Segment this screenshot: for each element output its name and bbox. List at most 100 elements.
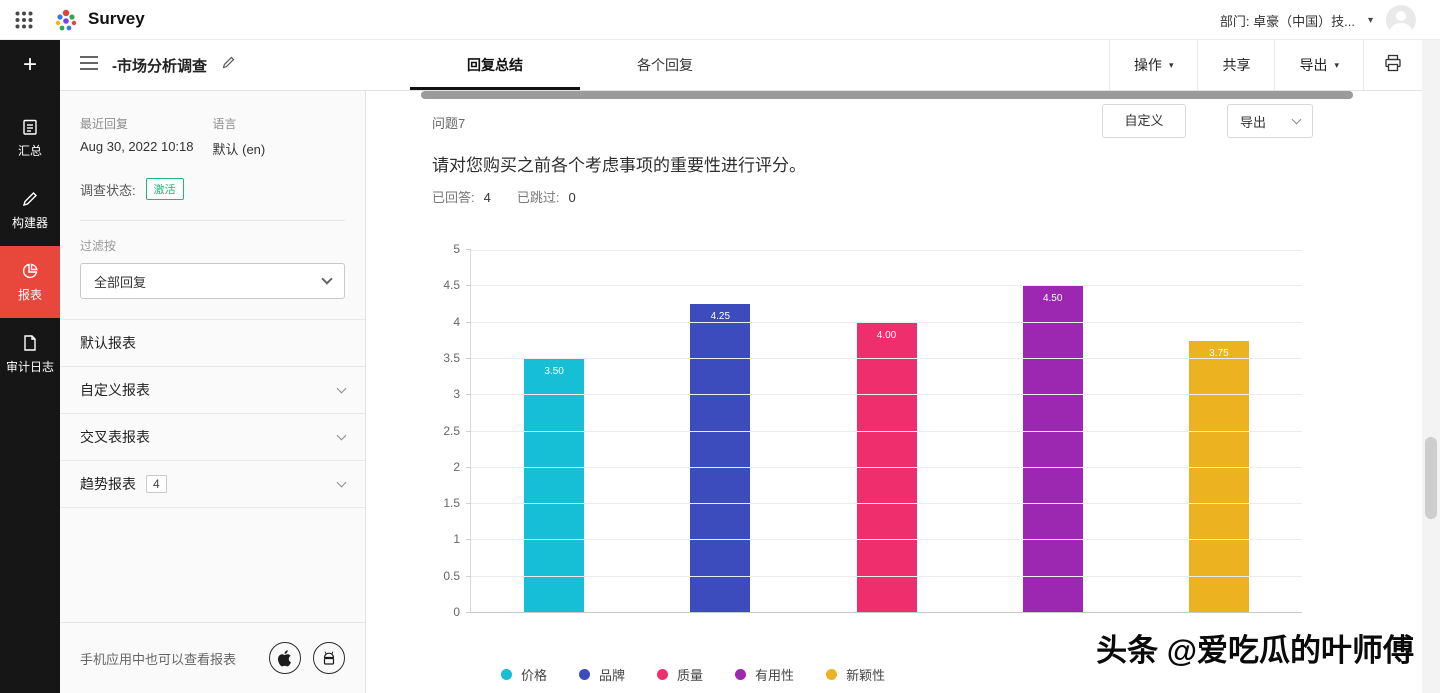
summary-report-content: 问题7 自定义 导出 请对您购买之前各个考虑事项的重要性进行评分。 已回答: 4 已… — [367, 91, 1422, 693]
y-tick-label: 1 — [453, 532, 460, 547]
legend-item-有用性[interactable]: 有用性 — [735, 665, 794, 684]
sidebar-item-summary[interactable]: 汇总 — [0, 102, 60, 174]
app-launcher-icon[interactable] — [15, 11, 33, 29]
chart-plot: 3.50 4.25 4.00 4.50 3.75 — [466, 249, 1302, 613]
question-export-select[interactable]: 导出 — [1227, 104, 1313, 138]
chart-bars: 3.50 4.25 4.00 4.50 3.75 — [471, 250, 1302, 613]
language-value: 默认 (en) — [212, 142, 266, 157]
edit-title-icon[interactable] — [221, 55, 236, 75]
tab-individual-responses[interactable]: 各个回复 — [637, 57, 693, 73]
status-badge: 激活 — [145, 178, 184, 200]
survey-toolbar: -市场分析调查 回复总结 各个回复 操作 ▾ 共享 导出 ▾ — [60, 40, 1422, 91]
gridline — [471, 321, 1302, 323]
y-tick-label: 3.5 — [443, 350, 460, 365]
axis-tick — [466, 321, 471, 323]
gridline — [471, 466, 1302, 468]
legend-label: 质量 — [677, 668, 704, 683]
legend-dot — [657, 669, 669, 680]
bar-slot: 4.25 — [637, 250, 803, 613]
legend-label: 新颖性 — [846, 668, 886, 683]
y-tick-label: 1.5 — [443, 496, 460, 511]
report-item-label: 自定义报表 — [80, 382, 150, 398]
android-app-button[interactable] — [313, 642, 345, 674]
axis-tick — [466, 430, 471, 432]
department-caret-icon[interactable]: ▾ — [1367, 14, 1373, 26]
chart-y-axis: 0 0.5 1 1.5 2 2.5 3 3.5 4 4.5 5 — [422, 242, 460, 619]
print-button[interactable] — [1363, 40, 1422, 90]
report-item-custom[interactable]: 自定义报表 — [60, 367, 365, 414]
chevron-down-icon — [336, 430, 347, 440]
share-label: 共享 — [1222, 57, 1251, 73]
axis-tick — [466, 249, 471, 250]
printer-icon — [1384, 54, 1402, 77]
y-tick-label: 0 — [453, 605, 460, 619]
legend-dot — [501, 669, 512, 680]
legend-dot — [579, 669, 591, 680]
gridline — [471, 394, 1302, 396]
apple-icon — [277, 649, 291, 666]
vertical-scrollbar[interactable] — [1422, 40, 1440, 693]
chevron-down-icon: ▾ — [1168, 59, 1174, 70]
legend-item-质量[interactable]: 质量 — [657, 665, 703, 684]
sidebar-item-reports[interactable]: 报表 — [0, 246, 60, 318]
axis-tick — [466, 575, 471, 577]
top-app-bar: Survey 部门: 卓豪（中国）技... ▾ — [0, 0, 1440, 40]
bar-有用性[interactable]: 4.50 — [1022, 286, 1083, 613]
gridline — [471, 285, 1302, 287]
sidebar-item-label: 构建器 — [11, 215, 48, 230]
filter-selected-value: 全部回复 — [94, 274, 147, 290]
question-title: 请对您购买之前各个考虑事项的重要性进行评分。 — [432, 156, 806, 175]
report-item-crosstab[interactable]: 交叉表报表 — [60, 414, 365, 461]
bar-价格[interactable]: 3.50 — [524, 358, 585, 613]
bar-value-label: 4.00 — [876, 329, 897, 341]
report-side-panel: 最近回复 Aug 30, 2022 10:18 语言 默认 (en) 调查状态:… — [60, 91, 366, 693]
sidebar-item-audit-log[interactable]: 审计日志 — [0, 318, 60, 390]
share-button[interactable]: 共享 — [1197, 40, 1274, 90]
axis-tick — [466, 357, 471, 359]
bar-品牌[interactable]: 4.25 — [690, 304, 751, 613]
trend-report-count: 4 — [146, 475, 167, 493]
pencil-icon — [21, 190, 39, 208]
chevron-down-icon — [1291, 114, 1302, 124]
bar-value-label: 4.25 — [710, 311, 731, 323]
sidebar-item-label: 汇总 — [17, 143, 42, 158]
legend-item-价格[interactable]: 价格 — [501, 665, 547, 684]
scrollbar-thumb[interactable] — [1425, 437, 1437, 519]
apple-app-button[interactable] — [269, 642, 301, 674]
export-menu-button[interactable]: 导出 ▾ — [1274, 40, 1363, 90]
question-stats: 已回答: 4 已跳过: 0 — [432, 187, 576, 206]
bar-chart: 0 0.5 1 1.5 2 2.5 3 3.5 4 4.5 5 3.50 4.25 4.00 4.50 3.… — [422, 242, 1307, 619]
bar-新颖性[interactable]: 3.75 — [1188, 340, 1249, 613]
clipboard-icon — [21, 118, 39, 136]
create-survey-button[interactable]: + — [22, 51, 37, 78]
bar-slot: 4.00 — [803, 250, 969, 613]
report-item-label: 趋势报表 — [80, 476, 136, 492]
survey-title: -市场分析调查 — [112, 57, 207, 75]
axis-tick — [466, 612, 471, 613]
report-item-trend[interactable]: 趋势报表 4 — [60, 461, 365, 508]
legend-item-新颖性[interactable]: 新颖性 — [826, 665, 885, 684]
recent-response-label: 最近回复 — [80, 117, 129, 131]
sidebar-item-builder[interactable]: 构建器 — [0, 174, 60, 246]
report-tabs: 回复总结 各个回复 — [410, 40, 750, 90]
department-label[interactable]: 部门: 卓豪（中国）技... — [1219, 13, 1355, 29]
report-item-default[interactable]: 默认报表 — [60, 320, 365, 367]
customize-button[interactable]: 自定义 — [1102, 104, 1186, 138]
axis-tick — [466, 285, 471, 287]
sidebar-item-label: 报表 — [17, 287, 42, 302]
gridline — [471, 575, 1302, 577]
legend-item-品牌[interactable]: 品牌 — [579, 665, 625, 684]
bar-质量[interactable]: 4.00 — [856, 322, 917, 613]
user-avatar[interactable] — [1386, 5, 1416, 35]
watermark-text: 头条 @爱吃瓜的叶师傅 — [1096, 633, 1414, 668]
legend-dot — [735, 669, 747, 680]
survey-list-icon[interactable] — [80, 55, 98, 76]
question-number: 问题7 — [432, 116, 466, 131]
response-filter-select[interactable]: 全部回复 — [80, 263, 345, 299]
chevron-down-icon: ▾ — [1334, 59, 1339, 70]
tab-summary[interactable]: 回复总结 — [410, 40, 580, 90]
y-tick-label: 4 — [453, 314, 460, 329]
chevron-down-icon — [336, 477, 347, 487]
operate-menu-button[interactable]: 操作 ▾ — [1108, 40, 1198, 90]
report-item-label: 交叉表报表 — [80, 429, 150, 445]
